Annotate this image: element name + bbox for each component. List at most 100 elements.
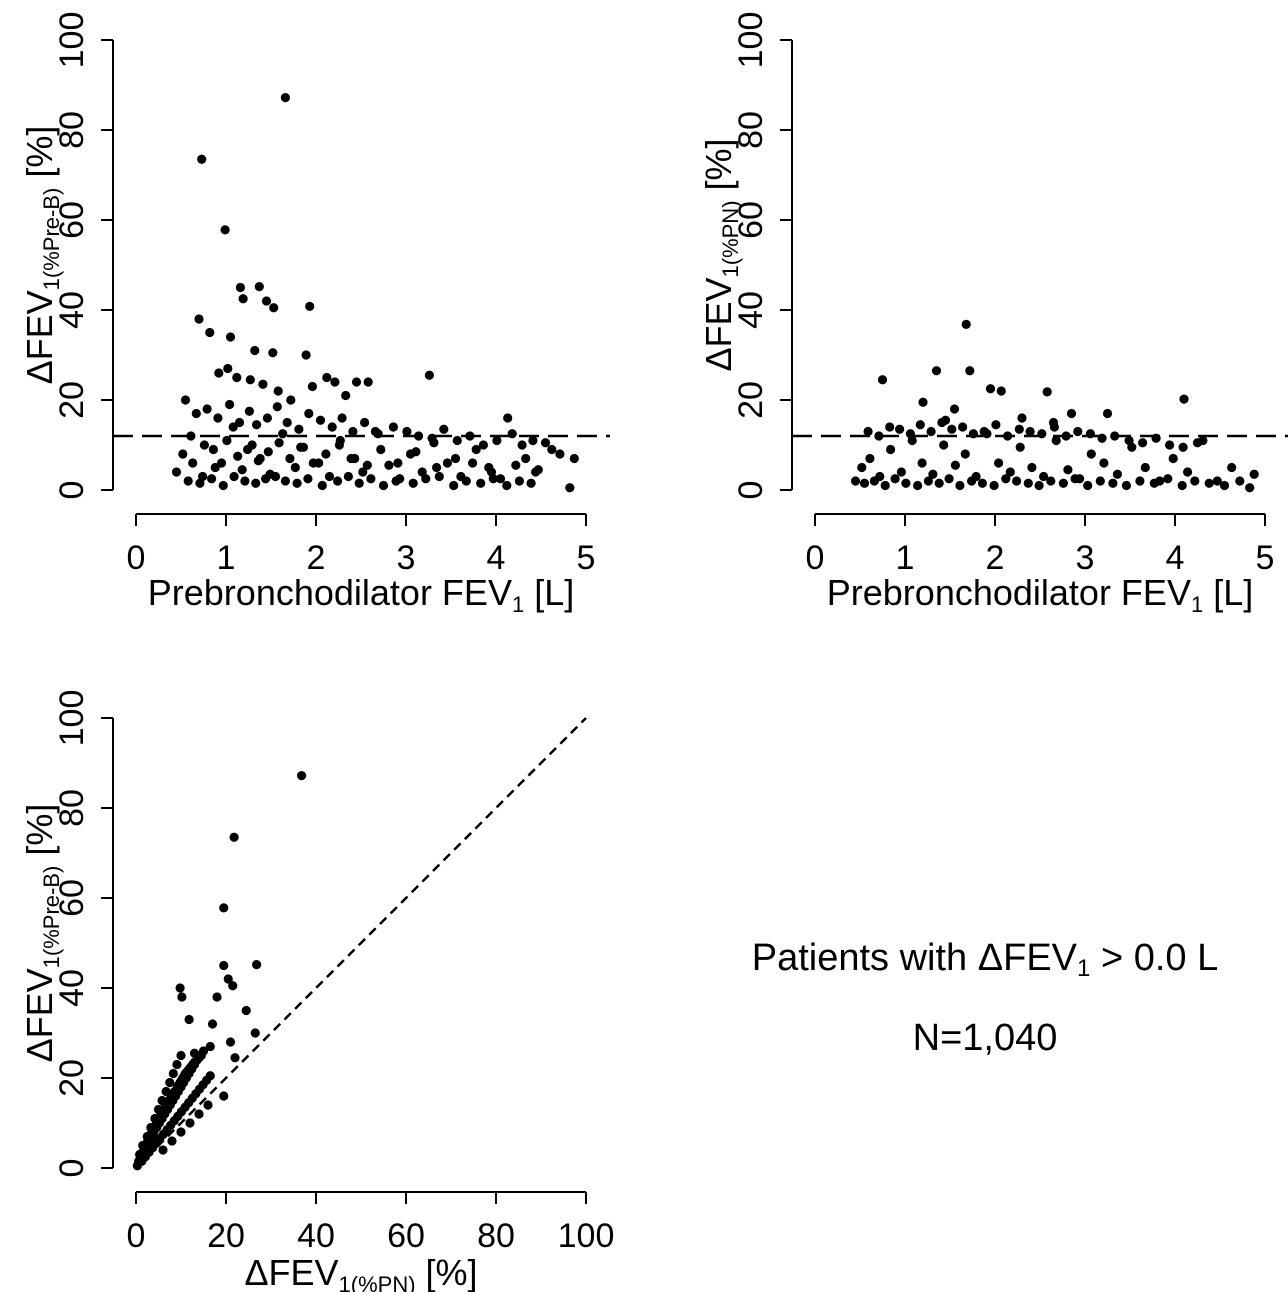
- data-point: [1083, 480, 1093, 491]
- data-point: [495, 474, 506, 484]
- data-point: [142, 1131, 152, 1142]
- data-point: [146, 1122, 156, 1133]
- data-point: [931, 366, 942, 376]
- data-point: [531, 467, 541, 477]
- data-point: [214, 368, 224, 378]
- data-point: [928, 469, 938, 479]
- data-point: [1227, 462, 1237, 473]
- data-point: [282, 417, 292, 428]
- data-point: [222, 435, 232, 446]
- y-tick-label: 0: [53, 481, 91, 500]
- data-point: [918, 397, 928, 407]
- data-point: [292, 478, 302, 488]
- data-point: [363, 377, 373, 387]
- y-axis-label-unit: [%]: [19, 804, 60, 866]
- data-point: [985, 384, 996, 394]
- y-tick-label: 60: [732, 201, 770, 239]
- data-point: [176, 1050, 186, 1061]
- data-point: [1037, 429, 1047, 439]
- data-point: [865, 453, 875, 464]
- data-point: [178, 449, 188, 459]
- data-point: [207, 474, 217, 484]
- data-point: [321, 449, 331, 459]
- data-point: [411, 447, 421, 457]
- data-point: [452, 435, 462, 446]
- data-point: [977, 478, 988, 488]
- data-point: [225, 399, 235, 410]
- x-tick-label: 60: [387, 1217, 425, 1255]
- data-point: [263, 447, 273, 457]
- data-point: [949, 404, 960, 414]
- data-point: [511, 460, 521, 470]
- data-point: [1168, 453, 1178, 464]
- y-tick-label: 80: [53, 789, 91, 827]
- data-point: [1151, 433, 1161, 443]
- data-point: [471, 444, 481, 455]
- data-point: [274, 438, 284, 448]
- data-point: [327, 422, 337, 432]
- data-point: [210, 462, 220, 473]
- data-point: [273, 386, 283, 396]
- data-point: [880, 480, 890, 491]
- data-point: [424, 370, 434, 380]
- data-point: [850, 476, 861, 486]
- data-point: [540, 438, 551, 448]
- data-point: [1061, 431, 1071, 441]
- x-tick-label: 4: [1166, 539, 1185, 577]
- data-point: [1112, 469, 1122, 479]
- data-point: [1249, 469, 1259, 479]
- data-point: [198, 1046, 209, 1056]
- data-point: [175, 983, 185, 993]
- data-point: [219, 1091, 229, 1101]
- x-axis-label-unit: [L]: [524, 572, 574, 613]
- data-point: [917, 458, 927, 468]
- sample-size-annotation: N=1,040: [660, 1017, 1288, 1060]
- data-point: [961, 319, 971, 329]
- data-point: [362, 460, 372, 470]
- data-point: [337, 413, 347, 423]
- data-point: [220, 225, 230, 235]
- data-point: [913, 480, 923, 491]
- data-point: [923, 476, 934, 486]
- data-point: [205, 1071, 215, 1081]
- data-point: [191, 408, 201, 419]
- data-point: [202, 404, 212, 414]
- x-tick-label: 3: [1076, 539, 1095, 577]
- data-point: [468, 458, 478, 468]
- data-point: [503, 413, 513, 423]
- data-point: [294, 424, 304, 434]
- data-point: [1140, 462, 1150, 473]
- y-tick-label: 40: [53, 969, 91, 1007]
- data-point: [989, 480, 999, 491]
- data-point: [521, 453, 531, 464]
- data-point: [212, 992, 222, 1002]
- data-point: [197, 154, 207, 164]
- data-point: [478, 440, 488, 450]
- y-axis-label-main: ΔFEV: [19, 290, 60, 384]
- x-axis-label-subscript: 1: [512, 592, 524, 617]
- data-points: [132, 771, 307, 1171]
- annotation-line2: N=1,040: [912, 1017, 1058, 1059]
- data-point: [278, 429, 288, 439]
- y-tick-label: 0: [732, 481, 770, 500]
- data-point: [1025, 426, 1035, 437]
- data-point: [1005, 467, 1015, 477]
- data-point: [225, 332, 236, 342]
- data-point: [258, 379, 268, 389]
- data-point: [502, 480, 512, 491]
- data-point: [366, 474, 376, 484]
- x-tick-label: 2: [307, 539, 326, 577]
- data-points: [171, 93, 579, 493]
- x-tick-label: 1: [896, 539, 915, 577]
- data-point: [234, 417, 245, 428]
- data-point: [261, 474, 271, 484]
- y-axis-label-unit: [%]: [19, 126, 60, 188]
- data-point: [208, 444, 218, 455]
- data-point: [486, 467, 497, 477]
- annotation-line1-main: Patients with ΔFEV: [751, 937, 1078, 979]
- data-point: [979, 426, 989, 437]
- data-point: [235, 282, 245, 293]
- x-tick-label: 5: [1256, 539, 1275, 577]
- data-point: [1177, 480, 1187, 491]
- x-axis-label-main: ΔFEV: [244, 1252, 338, 1292]
